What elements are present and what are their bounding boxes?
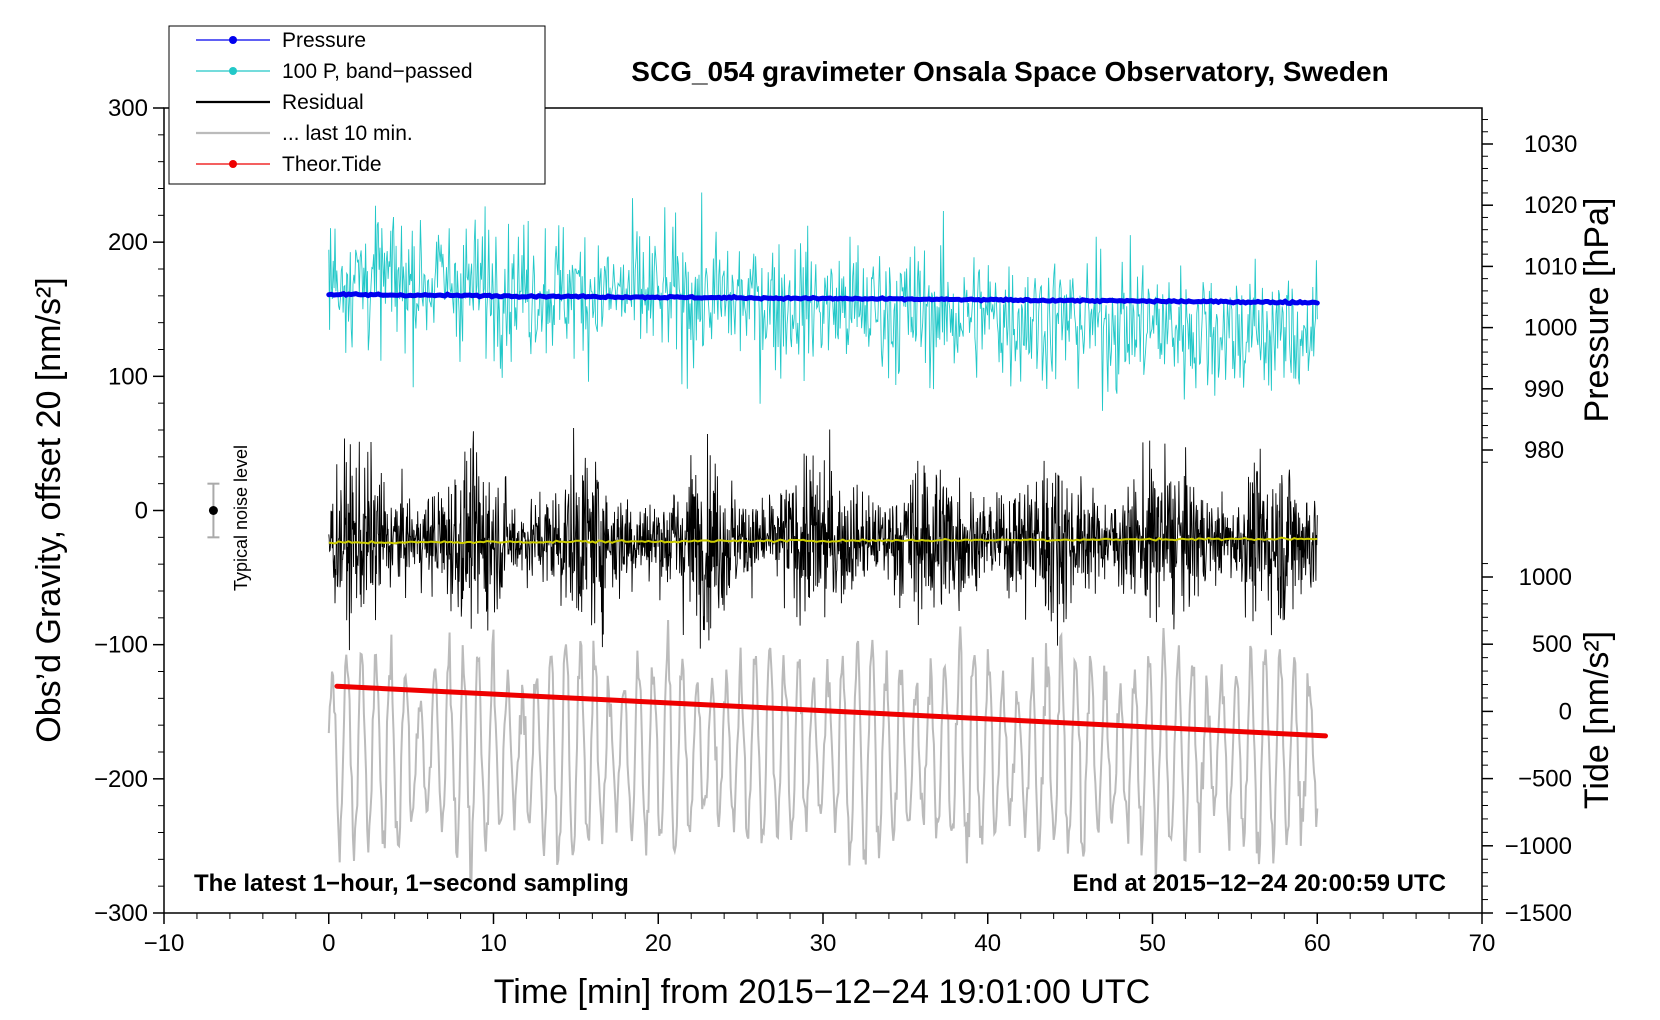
x-tick-label: 20	[645, 930, 672, 957]
left-y-tick-label: 200	[108, 229, 148, 256]
tide-axis-label: Tide [nm/s²]	[1578, 631, 1616, 809]
x-tick-label: 70	[1469, 930, 1496, 957]
pressure-line	[326, 290, 1320, 306]
left-y-tick-label: −200	[94, 766, 148, 793]
tide-tick-label: −500	[1518, 766, 1572, 793]
legend-label: Pressure	[282, 29, 366, 52]
pressure-tick-label: 1010	[1524, 253, 1577, 280]
legend-swatch-marker	[229, 36, 237, 44]
x-tick-label: 60	[1304, 930, 1331, 957]
pressure-tick-label: 1020	[1524, 192, 1577, 219]
legend-swatch-marker	[229, 160, 237, 168]
pressure-tick-label: 1000	[1524, 315, 1577, 342]
legend-label: Theor.Tide	[282, 153, 382, 176]
tide-axis-ticks: 1000 500 0 −500 −1000 −1500	[1482, 563, 1572, 927]
legend-swatch-marker	[229, 67, 237, 75]
pressure-tick-label: 980	[1524, 437, 1564, 464]
tide-tick-label: 500	[1532, 631, 1572, 658]
x-tick-label: −10	[144, 930, 185, 957]
end-time-annotation: End at 2015−12−24 20:00:59 UTC	[1072, 870, 1446, 897]
legend: Pressure 100 P, band−passed Residual ... la…	[168, 25, 546, 185]
last-10-min-line	[327, 619, 1319, 885]
tide-tick-label: 0	[1559, 698, 1572, 725]
theoretical-tide-line	[334, 683, 1328, 739]
pressure-tick-label: 990	[1524, 376, 1564, 403]
tide-tick-label: −1500	[1505, 900, 1572, 927]
left-y-tick-label: 300	[108, 95, 148, 122]
left-y-tick-label: 0	[135, 498, 148, 525]
left-y-tick-label: 100	[108, 363, 148, 390]
pressure-series	[326, 290, 1320, 306]
x-tick-label: 50	[1139, 930, 1166, 957]
noise-level-label: Typical noise level	[231, 445, 251, 591]
legend-label: ... last 10 min.	[282, 122, 413, 145]
noise-center-dot	[208, 506, 218, 515]
pressure-tick-label: 1030	[1524, 131, 1577, 158]
x-tick-label: 30	[810, 930, 837, 957]
legend-entries: Pressure 100 P, band−passed Residual ... la…	[196, 29, 473, 176]
theoretical-tide-series	[334, 683, 1328, 739]
left-y-tick-label: −100	[94, 632, 148, 659]
pressure-axis-label: Pressure [hPa]	[1578, 198, 1616, 423]
x-tick-label: 10	[480, 930, 507, 957]
residual-smoothed-series	[328, 536, 1318, 545]
noise-level-indicator: Typical noise level	[207, 445, 251, 591]
legend-label: Residual	[282, 91, 364, 114]
legend-label: 100 P, band−passed	[282, 60, 473, 83]
x-tick-label: 0	[322, 930, 335, 957]
left-y-axis-label: Obs’d Gravity, offset 20 [nm/s²]	[30, 277, 68, 742]
tide-tick-label: 1000	[1519, 564, 1572, 591]
left-y-tick-label: −300	[94, 900, 148, 927]
tide-tick-label: −1000	[1505, 833, 1572, 860]
chart-title: SCG_054 gravimeter Onsala Space Observat…	[631, 56, 1388, 87]
residual-smoothed-line	[328, 536, 1318, 545]
legend-box	[168, 25, 546, 185]
sampling-annotation: The latest 1−hour, 1−second sampling	[194, 870, 629, 897]
last-10-min-series	[327, 619, 1319, 885]
x-tick-label: 40	[974, 930, 1001, 957]
x-axis-ticks: −10 0 10 20 30 40 50 60 70	[144, 913, 1496, 957]
left-y-axis-ticks: 300 200 100 0 −100 −200 −300	[94, 95, 164, 927]
pressure-axis-ticks: 1030 1020 1010 1000 990 980	[1482, 119, 1577, 464]
x-axis-label: Time [min] from 2015−12−24 19:01:00 UTC	[494, 973, 1150, 1011]
